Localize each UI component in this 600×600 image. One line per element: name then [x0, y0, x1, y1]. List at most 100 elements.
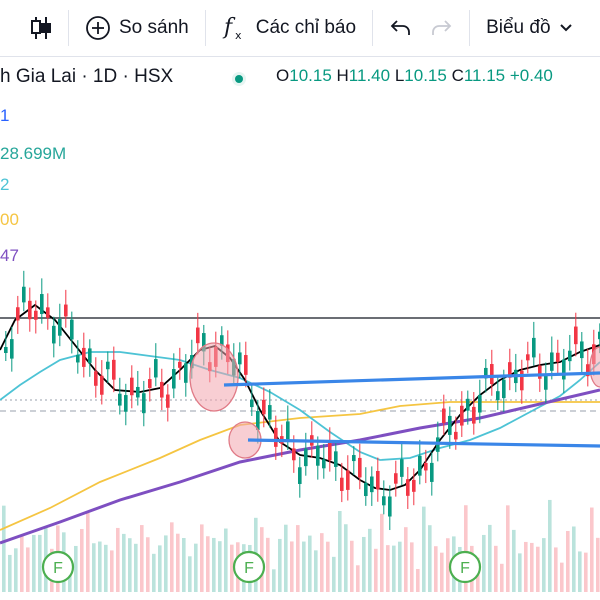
- volume-legend[interactable]: 28.699M: [0, 144, 67, 163]
- candle-body: [400, 459, 404, 477]
- candle-body: [364, 482, 368, 497]
- candle-body: [322, 459, 326, 469]
- volume-bar: [92, 543, 96, 592]
- candle-body: [490, 364, 494, 385]
- candle-body: [424, 462, 428, 471]
- candle-body: [544, 374, 548, 390]
- symbol-title[interactable]: h Gia Lai · 1D · HSX: [0, 66, 174, 87]
- low-value: 10.15: [404, 66, 447, 85]
- function-icon: f x: [222, 14, 248, 42]
- volume-bar: [416, 568, 420, 592]
- candle-body: [502, 379, 506, 399]
- volume-bar: [152, 553, 156, 592]
- volume-bar: [428, 525, 432, 592]
- indicator-legend-5[interactable]: 47: [0, 246, 19, 265]
- compare-button[interactable]: So sánh: [77, 8, 197, 48]
- volume-bar: [320, 533, 324, 592]
- candle-body: [556, 352, 560, 362]
- chart-type-button[interactable]: Biểu đồ: [478, 8, 580, 48]
- candle-body: [16, 307, 20, 321]
- candle-body: [58, 319, 62, 336]
- volume-bar: [434, 546, 438, 592]
- volume-bar: [542, 538, 546, 592]
- volume-bar: [572, 526, 576, 592]
- volume-bar: [194, 543, 198, 592]
- undo-icon: [389, 17, 413, 39]
- volume-bar: [326, 541, 330, 592]
- volume-bar: [422, 506, 426, 592]
- candle-body: [238, 352, 242, 365]
- candle-body: [22, 286, 26, 303]
- volume-bar: [446, 538, 450, 592]
- volume-bar: [2, 505, 6, 592]
- indicators-label: Các chỉ báo: [255, 17, 357, 38]
- volume-bar: [536, 546, 540, 592]
- volume-bar: [32, 534, 36, 592]
- high-key: H: [336, 66, 349, 85]
- indicator-legend-1[interactable]: 1: [0, 106, 10, 125]
- indicators-button[interactable]: f x Các chỉ báo: [214, 8, 364, 48]
- volume-bar: [182, 538, 186, 592]
- candle-body: [598, 331, 600, 340]
- volume-bar: [74, 545, 78, 592]
- chart-type-label: Biểu đồ: [486, 17, 551, 38]
- undo-button[interactable]: [381, 8, 421, 48]
- toolbar-separator: [68, 10, 69, 46]
- candle-body: [520, 370, 524, 391]
- volume-bar: [206, 536, 210, 592]
- candle-body: [106, 361, 110, 370]
- candle-body: [190, 355, 194, 369]
- volume-bar: [380, 513, 384, 592]
- volume-bar: [290, 541, 294, 592]
- candle-body: [358, 457, 362, 478]
- candle-body: [382, 496, 386, 506]
- volume-bar: [338, 511, 342, 592]
- candles-button[interactable]: [0, 8, 60, 48]
- volume-bar: [116, 527, 120, 592]
- volume-bar: [386, 545, 390, 592]
- candle-body: [118, 393, 122, 406]
- candle-body: [64, 304, 68, 317]
- volume-bar: [512, 529, 516, 592]
- volume-bar: [350, 540, 354, 592]
- volume-bar: [38, 534, 42, 592]
- candle-body: [334, 451, 338, 467]
- redo-button[interactable]: [421, 8, 461, 48]
- volume-bar: [554, 547, 558, 592]
- volume-bar: [98, 541, 102, 592]
- volume-bar: [158, 545, 162, 592]
- event-marker: [41, 550, 75, 584]
- volume-bar: [20, 535, 24, 592]
- toolbar-separator: [204, 10, 206, 46]
- volume-bar: [506, 505, 510, 592]
- candle-body: [586, 364, 590, 377]
- candle-body: [82, 347, 86, 367]
- candle-body: [496, 391, 500, 401]
- candle-body: [370, 476, 374, 493]
- candle-body: [526, 354, 530, 361]
- volume-bar: [566, 530, 570, 592]
- volume-bar: [146, 537, 150, 592]
- candle-body: [202, 333, 206, 352]
- highlight-ellipse: [189, 342, 239, 412]
- volume-bar: [170, 522, 174, 592]
- candle-body: [184, 363, 188, 383]
- candle-body: [412, 479, 416, 492]
- svg-text:f: f: [222, 15, 236, 40]
- candles-icon: [30, 15, 52, 41]
- toolbar-separator: [372, 10, 374, 46]
- indicator-legend-4[interactable]: 00: [0, 210, 19, 229]
- candle-body: [76, 354, 80, 363]
- event-marker-label: F: [244, 560, 254, 577]
- volume-bar: [524, 541, 528, 592]
- volume-bar: [410, 542, 414, 592]
- candle-body: [244, 355, 248, 375]
- candle-body: [196, 327, 200, 344]
- volume-bar: [164, 535, 168, 592]
- candle-body: [460, 405, 464, 426]
- ma-purple-line: [0, 388, 600, 545]
- indicator-legend-3[interactable]: 2: [0, 175, 10, 194]
- volume-bar: [14, 548, 18, 592]
